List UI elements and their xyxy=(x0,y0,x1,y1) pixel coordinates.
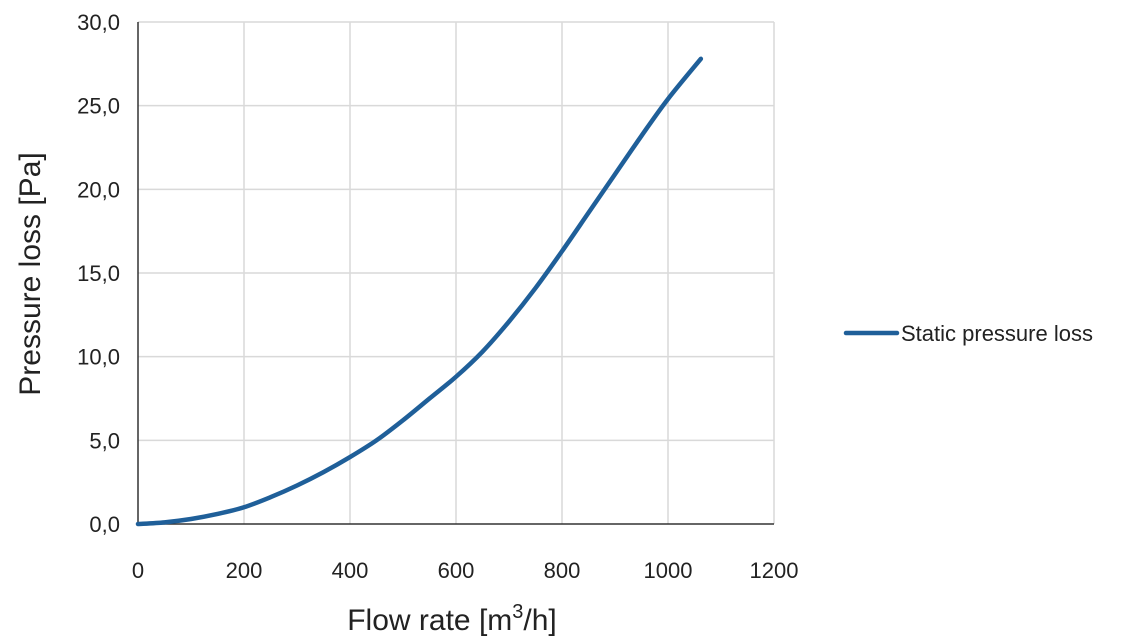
y-axis-title: Pressure loss [Pa] xyxy=(14,152,47,395)
x-tick-label: 1200 xyxy=(750,558,799,583)
x-axis-title-tail: /h] xyxy=(523,604,556,637)
x-axis-title-superscript: 3 xyxy=(512,601,523,623)
legend: Static pressure loss xyxy=(843,321,1093,346)
series-line-static-pressure-loss xyxy=(135,56,704,527)
y-tick-label: 0,0 xyxy=(89,512,120,537)
y-tick-label: 25,0 xyxy=(77,94,120,119)
x-tick-label: 1000 xyxy=(644,558,693,583)
x-tick-label: 0 xyxy=(132,558,144,583)
series-layer xyxy=(135,56,704,527)
axes-layer xyxy=(137,22,774,525)
y-tick-label: 20,0 xyxy=(77,177,120,202)
x-axis-title: Flow rate [m3/h] xyxy=(347,601,557,637)
y-tick-label: 30,0 xyxy=(77,10,120,35)
x-tick-label: 200 xyxy=(226,558,263,583)
legend-label-static-pressure-loss: Static pressure loss xyxy=(901,321,1093,346)
y-tick-label: 15,0 xyxy=(77,261,120,286)
x-axis-title-main: Flow rate [m xyxy=(347,604,512,637)
y-tick-label: 10,0 xyxy=(77,345,120,370)
x-tick-label: 600 xyxy=(438,558,475,583)
x-tick-label: 800 xyxy=(544,558,581,583)
y-tick-label: 5,0 xyxy=(89,428,120,453)
grid-layer xyxy=(138,21,775,524)
ticks-layer: 0 200 400 600 800 1000 1200 0,0 5,0 10,0 15,0 20,0 2… xyxy=(77,10,798,583)
x-tick-label: 400 xyxy=(332,558,369,583)
